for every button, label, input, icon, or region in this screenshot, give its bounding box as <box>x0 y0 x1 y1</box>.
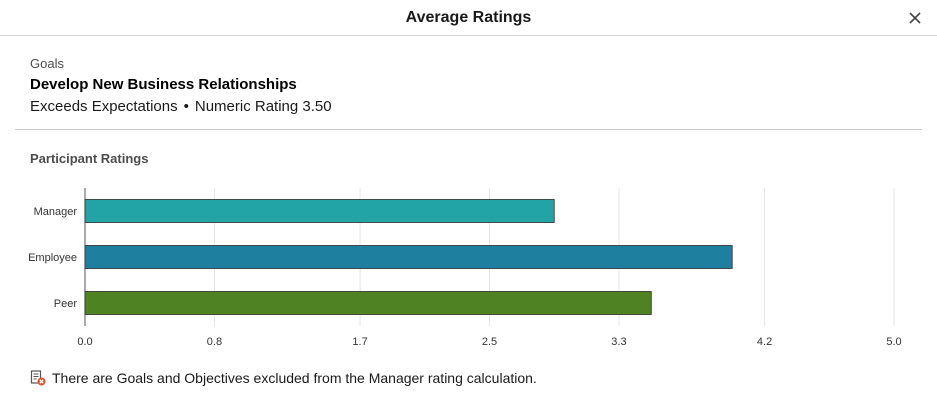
exclusion-note-text: There are Goals and Objectives excluded … <box>52 370 537 386</box>
bar-peer <box>84 291 652 315</box>
goal-category: Goals <box>30 56 64 71</box>
bar-employee <box>84 245 733 269</box>
x-tick-label: 1.7 <box>352 336 367 348</box>
section-divider <box>15 129 922 130</box>
goal-rating-line: Exceeds Expectations • Numeric Rating 3.50 <box>30 98 332 116</box>
goal-summary: Goals Develop New Business Relationships… <box>30 56 332 116</box>
x-tick-label: 0.8 <box>207 336 222 348</box>
goal-name: Develop New Business Relationships <box>30 76 297 93</box>
numeric-rating: Numeric Rating 3.50 <box>194 98 332 115</box>
x-tick-label: 3.3 <box>611 336 626 348</box>
section-title: Participant Ratings <box>30 151 149 166</box>
dialog-title: Average Ratings <box>405 9 532 26</box>
category-label: Employee <box>28 252 77 264</box>
separator: • <box>183 98 189 115</box>
x-tick-label: 5.0 <box>886 336 901 348</box>
category-label: Manager <box>34 206 78 218</box>
x-tick-label: 2.5 <box>482 336 497 348</box>
rating-text: Exceeds Expectations <box>30 98 178 115</box>
bar-manager <box>84 199 555 223</box>
x-tick-label: 0.0 <box>77 336 92 348</box>
dialog-header: Average Ratings <box>0 0 937 36</box>
close-icon[interactable] <box>907 10 923 26</box>
participant-ratings-chart: 0.0 0.8 1.7 2.5 3.3 4.2 5.0 Manager Employee Peer <box>28 188 902 348</box>
category-label: Peer <box>54 298 78 310</box>
x-tick-label: 4.2 <box>757 336 772 348</box>
exclusion-note: There are Goals and Objectives excluded … <box>30 370 537 386</box>
excluded-document-icon <box>30 370 46 386</box>
